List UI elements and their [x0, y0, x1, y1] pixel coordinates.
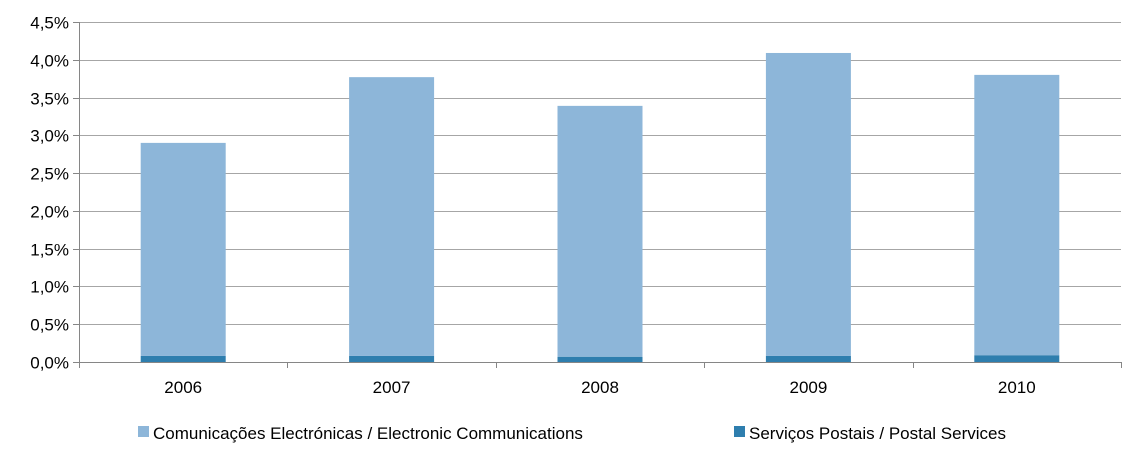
y-tick-label: 1,5%	[30, 241, 69, 260]
x-tick-label: 2008	[581, 378, 619, 397]
x-axis-tick-labels: 2006 2007 2008 2009 2010	[164, 378, 1035, 397]
y-tick-label: 2,0%	[30, 203, 69, 222]
y-tick-label: 0,5%	[30, 316, 69, 335]
bar-segment-postal-services-2006	[140, 355, 226, 362]
legend: Comunicações Electrónicas / Electronic C…	[138, 424, 1006, 443]
bar-segment-electronic-communications-2007	[349, 77, 435, 356]
y-tick-label: 3,5%	[30, 90, 69, 109]
legend-swatch	[138, 426, 149, 437]
x-tick-label: 2006	[164, 378, 202, 397]
legend-label: Comunicações Electrónicas / Electronic C…	[153, 424, 583, 443]
bar-segment-electronic-communications-2010	[974, 74, 1060, 356]
y-tick-label: 3,0%	[30, 127, 69, 146]
bar-segment-electronic-communications-2006	[140, 142, 226, 356]
y-axis-tick-labels: 0,0% 0,5% 1,0% 1,5% 2,0% 2,5% 3,0% 3,5% 4,0% 4,5%	[30, 14, 69, 373]
x-tick-label: 2007	[373, 378, 411, 397]
y-tick-label: 0,0%	[30, 354, 69, 373]
bar-segment-postal-services-2007	[349, 355, 435, 362]
y-tick-label: 2,5%	[30, 165, 69, 184]
bar-segment-postal-services-2008	[557, 356, 643, 362]
bar-segment-electronic-communications-2009	[765, 52, 851, 356]
y-tick-label: 4,0%	[30, 52, 69, 71]
legend-label: Serviços Postais / Postal Services	[749, 424, 1006, 443]
bars	[140, 52, 1060, 362]
bar-segment-postal-services-2010	[974, 355, 1060, 362]
legend-swatch	[734, 426, 745, 437]
axes	[73, 22, 1122, 368]
y-tick-label: 1,0%	[30, 278, 69, 297]
bar-segment-electronic-communications-2008	[557, 105, 643, 357]
y-tick-label: 4,5%	[30, 14, 69, 33]
x-tick-label: 2010	[998, 378, 1036, 397]
bar-segment-postal-services-2009	[765, 355, 851, 362]
x-tick-label: 2009	[789, 378, 827, 397]
